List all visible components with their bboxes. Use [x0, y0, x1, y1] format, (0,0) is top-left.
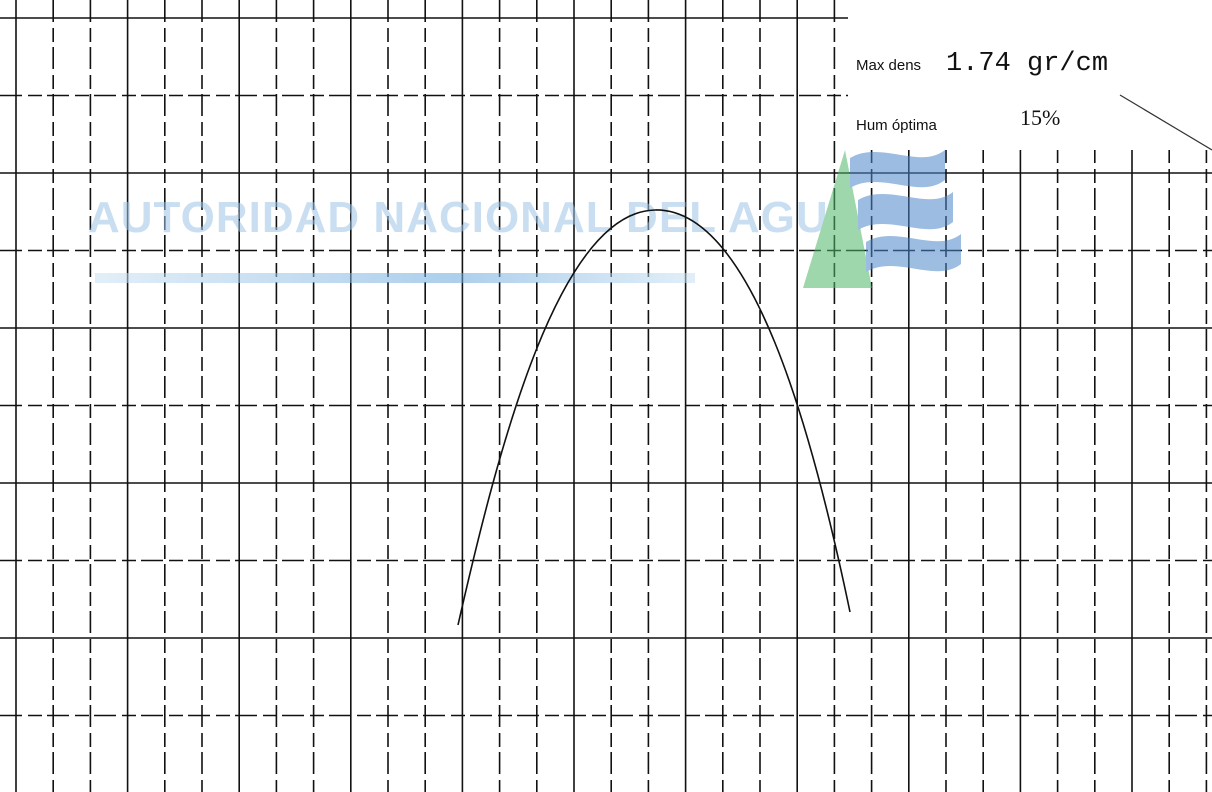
compaction-curve [458, 210, 850, 625]
max-dens-value: 1.74 gr/cm [946, 49, 1108, 79]
logo-wave [858, 192, 953, 230]
max-dens-label: Max dens [856, 57, 921, 74]
logo-wave [850, 150, 945, 188]
page: html, body { margin: 0; padding: 0; back… [0, 0, 1212, 792]
watermark: AUTORIDAD NACIONAL DEL AGUA [88, 150, 961, 288]
watermark-bar [95, 273, 695, 283]
watermark-text: AUTORIDAD NACIONAL DEL AGUA [88, 193, 861, 242]
hum-value: 15% [1020, 105, 1060, 130]
hum-label: Hum óptima [856, 117, 938, 134]
scanned-sheet: {"annotations": {"max_dens_label": "Max … [0, 0, 1212, 792]
graph-paper: AUTORIDAD NACIONAL DEL AGUA Max dens 1.7… [0, 0, 1212, 792]
